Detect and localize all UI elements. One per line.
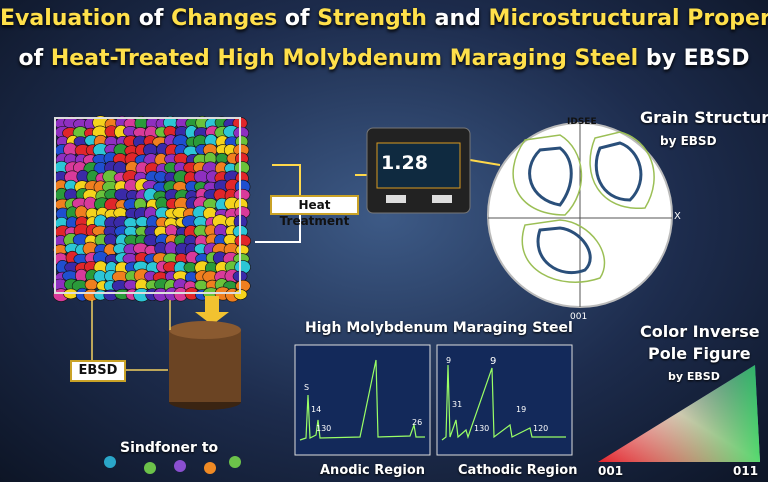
title-part: Heat-Treated High Molybdenum Maraging St… [50,46,639,71]
heat-treatment-label: Heat Treatment [270,195,359,228]
sample-top [169,321,241,339]
title-part: Changes [171,6,278,31]
spectra-title: High Molybdenum Maraging Steel [305,320,573,336]
title-part: Microstructural Properties [488,6,768,31]
peak-label: 31 [452,400,463,409]
connector [255,212,301,243]
spectrum-panel [294,344,431,456]
grain [84,278,98,291]
pole-subtitle: by EBSD [668,370,720,383]
circle-bottom-label: 001 [570,312,588,322]
contour [528,141,643,275]
title-part: of [131,6,172,31]
peak-label: 9 [490,356,497,367]
pole-title: Color Inverse [640,322,760,341]
grain-mosaic [52,115,252,303]
title-part: Evaluation [0,6,132,31]
triangle-corner: 001 [598,464,624,478]
peak-label: 9 [446,356,452,365]
circle-axis-label: X [674,211,681,222]
grain-title: Grain Structure [640,108,768,127]
grain-subtitle: by EBSD [660,134,717,148]
triangle-corner: 011 [733,464,759,478]
connector [469,159,501,166]
molecules [104,456,241,474]
peak-label: 130 [316,424,332,433]
title-part: Strength [317,6,427,31]
peak-label: 19 [516,405,527,414]
peak-label: 130 [474,424,490,433]
spectrum-caption: Cathodic Region [458,463,578,478]
title-part: and [426,6,489,31]
peak-label: 26 [412,418,423,427]
title-part: of [18,46,51,71]
device-button [432,195,452,203]
grain [194,279,208,291]
device-screen [376,142,461,189]
ebsd-label: EBSD [70,360,126,382]
sample-body [169,330,241,402]
connector [272,164,301,195]
bottom-left-label: Sindfoner to [120,440,219,456]
mosaic-frame [54,117,241,294]
arrow [195,296,229,325]
contour [512,131,655,283]
peak-label: 120 [533,424,549,433]
peak-label: 14 [311,405,322,414]
title-line-2: of Heat-Treated High Molybdenum Maraging… [0,46,768,71]
title-part: of [277,6,318,31]
peak-label: S [304,383,310,392]
device-button [386,195,406,203]
title-line-1: Evaluation of Changes of Strength and Mi… [0,6,768,31]
spectrum-caption: Anodic Region [320,463,426,478]
spectrum-line [299,359,425,441]
color-triangle-overlay [598,365,760,462]
spectrum-line [441,364,566,441]
title-part: by EBSD [638,46,750,71]
circle-top-label: IDSEE [567,117,597,127]
pole-title: Pole Figure [648,344,751,363]
display-value: 1.28 [381,152,428,174]
